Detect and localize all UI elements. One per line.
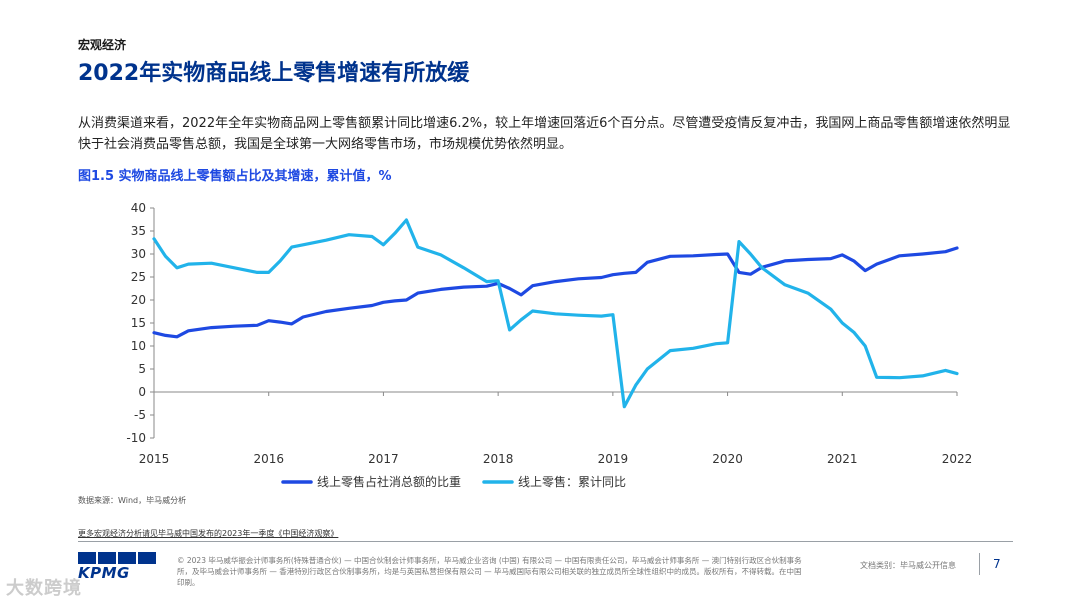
x-tick-label: 2019 bbox=[598, 452, 629, 466]
y-tick-label: 35 bbox=[131, 224, 146, 238]
x-tick-label: 2020 bbox=[712, 452, 743, 466]
kpmg-logo: KPMG bbox=[78, 552, 160, 584]
x-tick-label: 2017 bbox=[368, 452, 399, 466]
y-tick-label: -5 bbox=[134, 408, 146, 422]
page-number: 7 bbox=[993, 557, 1001, 571]
document-classification: 文档类别：毕马威公开信息 bbox=[860, 561, 956, 570]
footer-separator bbox=[979, 553, 980, 575]
logo-boxes bbox=[78, 552, 160, 564]
section-label: 宏观经济 bbox=[78, 38, 127, 52]
series-layer bbox=[152, 218, 959, 409]
y-axis: 40 35 30 25 20 15 10 5 0 -5 -10 bbox=[126, 201, 155, 445]
y-tick-label: -10 bbox=[126, 431, 146, 445]
legend-label-1: 线上零售占社消总额的比重 bbox=[317, 474, 461, 489]
y-tick-label: 5 bbox=[138, 362, 146, 376]
chart-legend: 线上零售占社消总额的比重 线上零售：累计同比 bbox=[281, 474, 626, 489]
watermark: 大数跨境 bbox=[6, 578, 82, 599]
more-analysis-link[interactable]: 更多宏观经济分析请见毕马威中国发布的2023年一季度《中国经济观察》 bbox=[78, 529, 339, 538]
y-tick-label: 20 bbox=[131, 293, 146, 307]
y-tick-label: 25 bbox=[131, 270, 146, 284]
y-tick-label: 0 bbox=[138, 385, 146, 399]
y-tick-label: 10 bbox=[131, 339, 146, 353]
x-tick-label: 2022 bbox=[942, 452, 973, 466]
x-axis: 2015 2016 2017 2018 2019 2020 2021 2022 bbox=[139, 391, 973, 466]
y-tick-label: 15 bbox=[131, 316, 146, 330]
x-tick-label: 2015 bbox=[139, 452, 170, 466]
series-line-2 bbox=[152, 218, 959, 409]
page-title: 2022年实物商品线上零售增速有所放缓 bbox=[78, 61, 470, 86]
body-paragraph: 从消费渠道来看，2022年全年实物商品网上零售额累计同比增速6.2%，较上年增速… bbox=[78, 116, 1011, 152]
y-tick-label: 30 bbox=[131, 247, 146, 261]
figure-title: 图1.5 实物商品线上零售额占比及其增速，累计值，% bbox=[78, 169, 392, 184]
logo-text: KPMG bbox=[78, 564, 130, 582]
footer-divider bbox=[78, 541, 1013, 542]
data-source-note: 数据来源：Wind，毕马威分析 bbox=[78, 496, 187, 505]
x-tick-label: 2021 bbox=[827, 452, 858, 466]
legend-label-2: 线上零售：累计同比 bbox=[518, 474, 626, 489]
y-tick-label: 40 bbox=[131, 201, 146, 215]
x-tick-label: 2016 bbox=[253, 452, 284, 466]
series-line-1 bbox=[152, 246, 959, 339]
copyright-notice: © 2023 毕马威华振会计师事务所(特殊普通合伙) — 中国合伙制会计师事务所… bbox=[177, 556, 802, 587]
x-tick-label: 2018 bbox=[483, 452, 514, 466]
